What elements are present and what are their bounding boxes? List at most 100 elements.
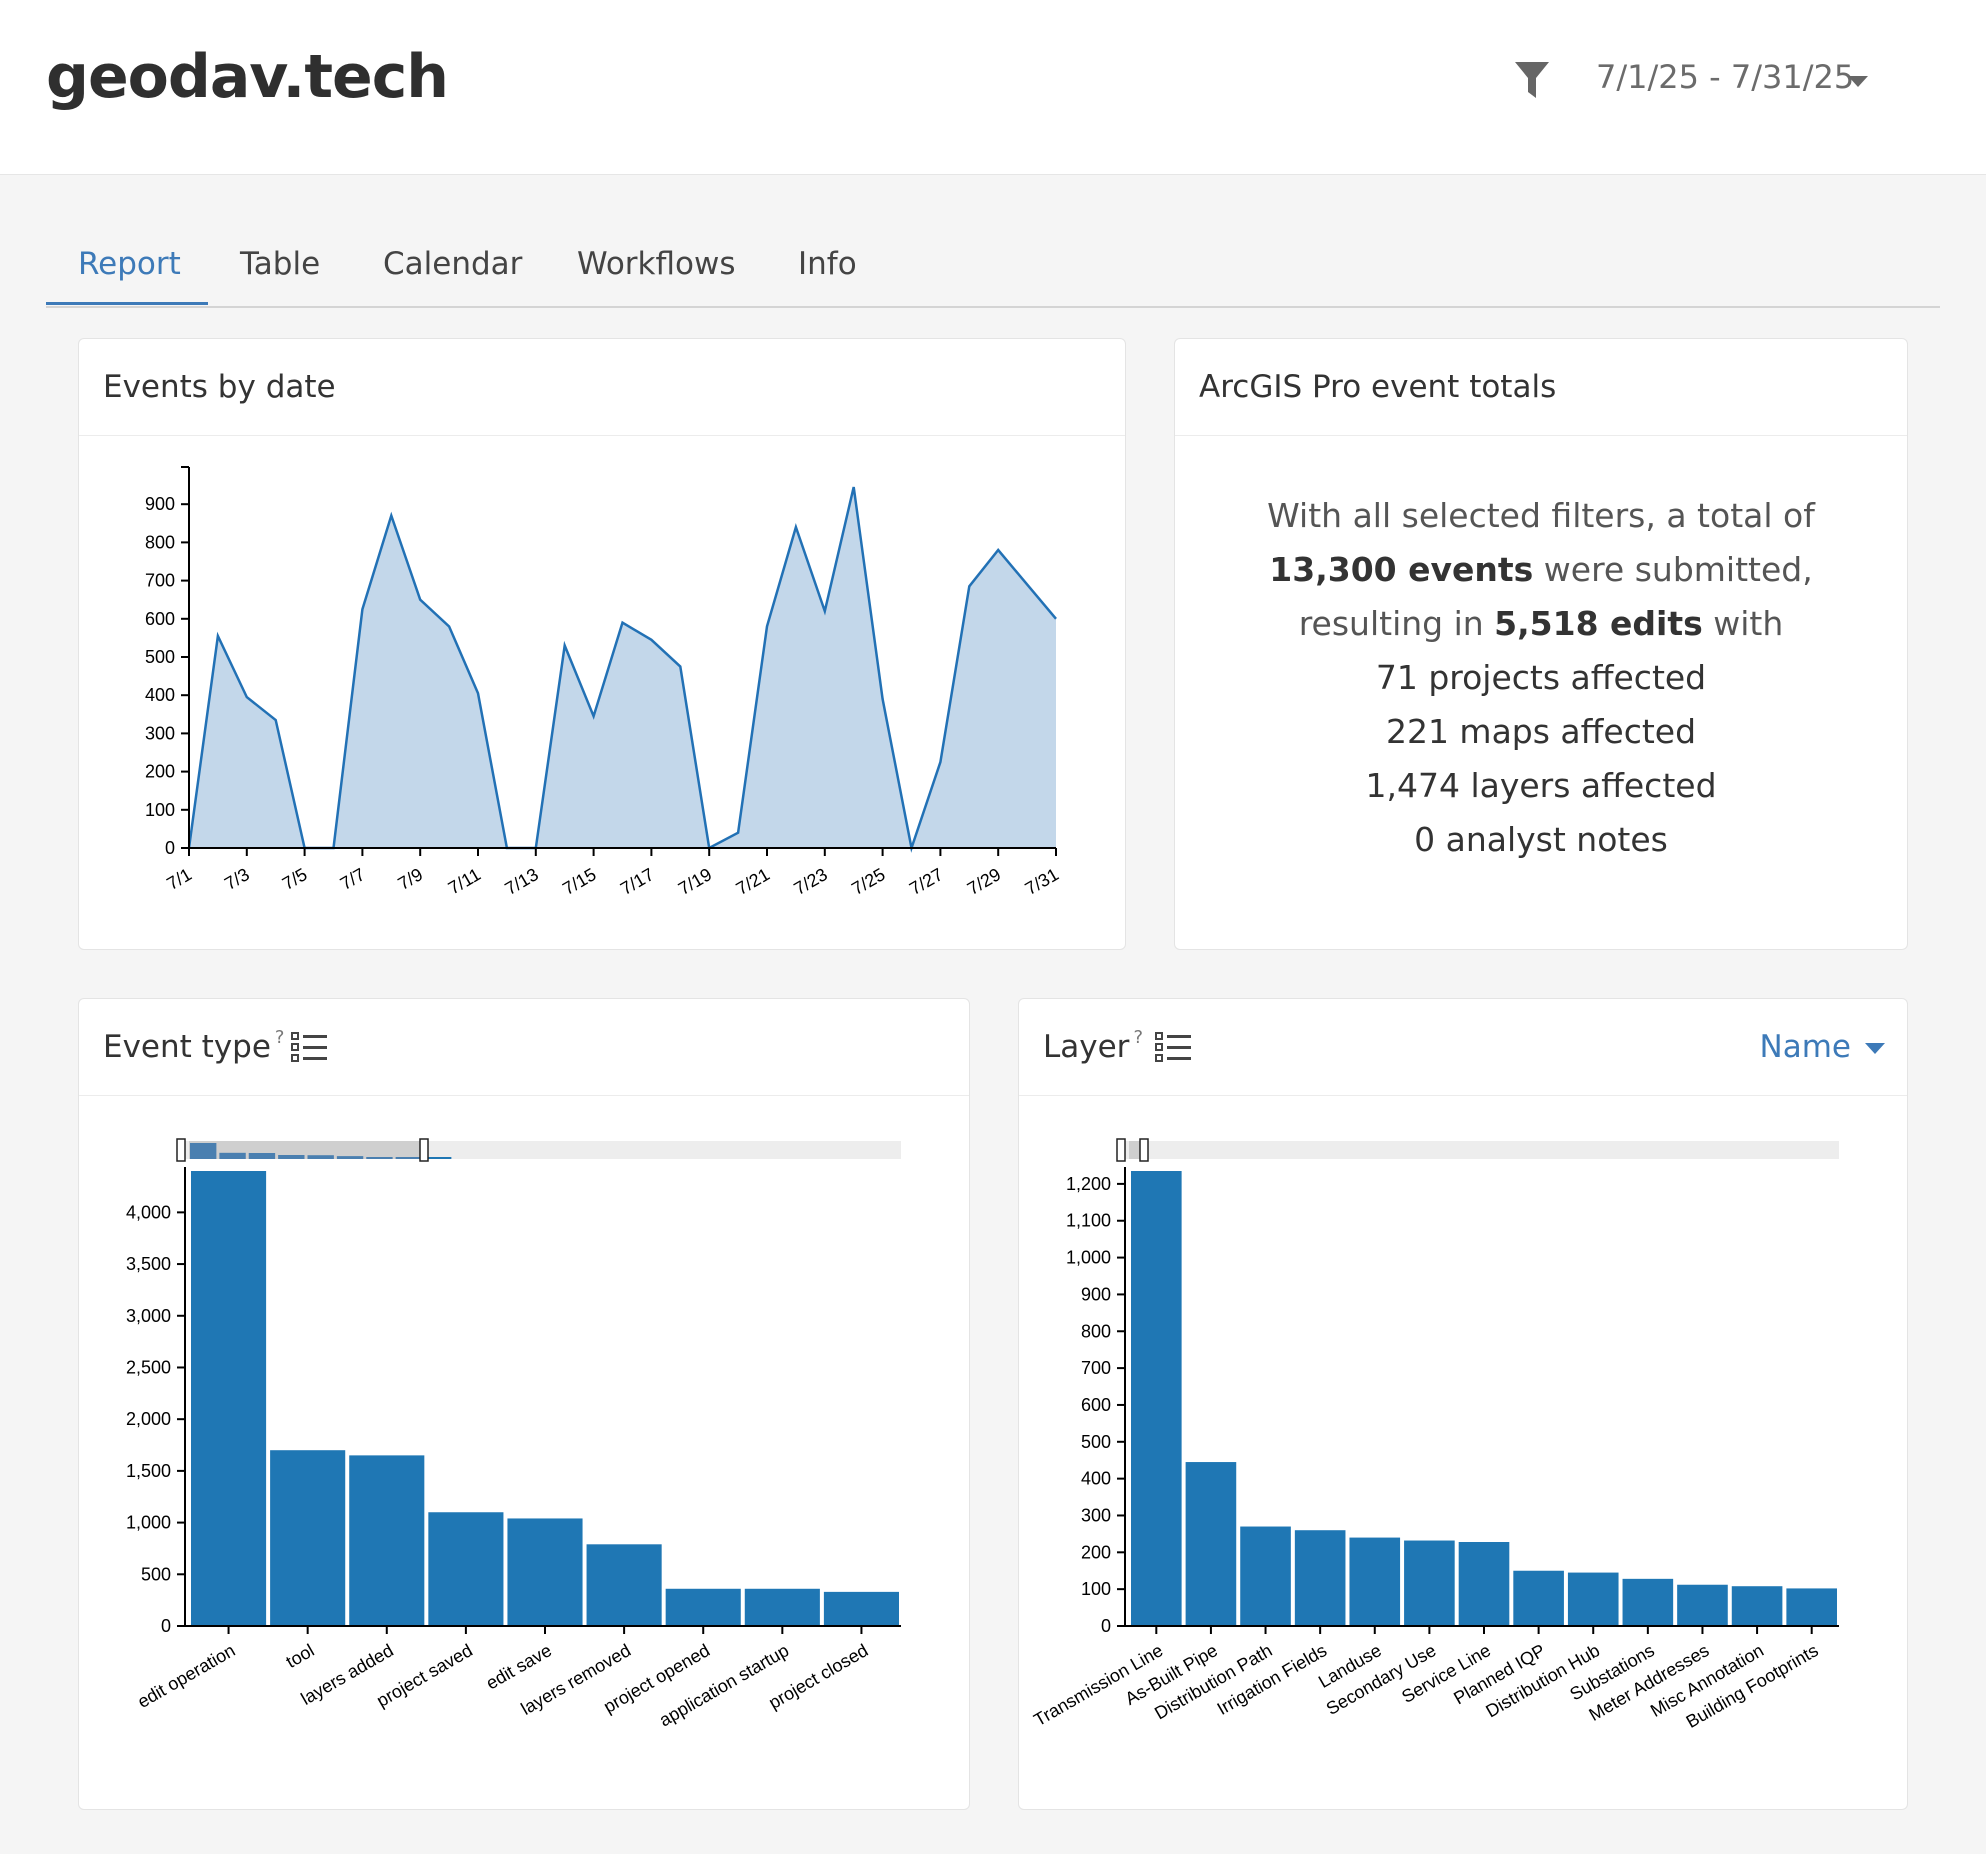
bar	[191, 1171, 267, 1626]
y-tick-label: 2,000	[126, 1409, 171, 1429]
y-tick-label: 3,500	[126, 1254, 171, 1274]
brush-track	[1121, 1141, 1839, 1159]
brand-logo[interactable]: geodav.tech	[46, 42, 449, 112]
projects-affected: 71 projects affected	[1375, 658, 1707, 697]
x-tick-label: 7/15	[559, 864, 599, 899]
analyst-notes: 0 analyst notes	[1414, 820, 1668, 859]
y-tick-label: 400	[1081, 1469, 1111, 1489]
x-tick-label: 7/13	[501, 864, 541, 899]
bar	[665, 1588, 741, 1626]
card-header: Event type?	[79, 999, 969, 1096]
x-tick-label: 7/7	[337, 864, 369, 894]
y-tick-label: 0	[165, 838, 175, 858]
events-count: 13,300 events	[1269, 550, 1534, 589]
y-tick-label: 0	[161, 1616, 171, 1636]
list-icon[interactable]	[291, 1031, 329, 1063]
filter-icon[interactable]	[1514, 60, 1550, 100]
brush-mini-bar	[366, 1157, 393, 1159]
bar	[1458, 1542, 1510, 1626]
y-tick-label: 600	[1081, 1395, 1111, 1415]
tab-report[interactable]: Report	[78, 246, 181, 282]
chevron-down-icon	[1865, 1043, 1885, 1054]
y-tick-label: 1,000	[126, 1513, 171, 1533]
y-tick-label: 3,000	[126, 1306, 171, 1326]
card-title: ArcGIS Pro event totals	[1199, 369, 1557, 405]
totals-summary: With all selected filters, a total of 13…	[1175, 489, 1907, 867]
bar	[428, 1512, 504, 1626]
bar	[1677, 1584, 1728, 1626]
tab-info[interactable]: Info	[798, 246, 857, 282]
y-tick-label: 1,200	[1066, 1174, 1111, 1194]
maps-affected: 221 maps affected	[1385, 712, 1697, 751]
x-tick-label: 7/29	[964, 864, 1004, 899]
brush-mini-bar	[219, 1152, 246, 1159]
layer-card: Layer? Name 0 100 200 300 400 500 600 700 800 900…	[1018, 998, 1908, 1810]
layer-chart: 0 100 200 300 400 500 600 700 800 900 1,000 1,100 1,…	[1030, 1138, 1839, 1732]
totals-edits-line: resulting in 5,518 edits with	[1175, 597, 1907, 651]
tab-table[interactable]: Table	[240, 246, 321, 282]
top-header: geodav.tech 7/1/25 - 7/31/25	[0, 0, 1986, 175]
brush-mini-bar	[190, 1143, 217, 1159]
bar	[1240, 1526, 1291, 1626]
totals-intro: With all selected filters, a total of	[1267, 496, 1815, 535]
y-tick-label: 100	[1081, 1579, 1111, 1599]
x-tick-label: 7/27	[906, 864, 946, 899]
y-tick-label: 900	[145, 494, 175, 514]
x-tick-label: 7/19	[675, 864, 715, 899]
edits-prefix: resulting in	[1298, 604, 1495, 643]
active-tab-indicator	[46, 302, 208, 305]
bar	[1294, 1530, 1346, 1626]
x-tick-label: 7/31	[1022, 864, 1062, 899]
tab-calendar[interactable]: Calendar	[383, 246, 523, 282]
x-tick-label: application startup	[656, 1640, 793, 1730]
brush-handle	[176, 1138, 186, 1162]
sort-label: Name	[1759, 1029, 1851, 1065]
y-tick-label: 700	[1081, 1358, 1111, 1378]
brush-handle	[1139, 1138, 1149, 1162]
x-tick-label: edit operation	[134, 1640, 238, 1712]
y-tick-label: 500	[1081, 1432, 1111, 1452]
card-title-text: Event type	[103, 1029, 271, 1065]
y-tick-label: 100	[145, 800, 175, 820]
bar	[507, 1518, 583, 1626]
layers-affected: 1,474 layers affected	[1365, 766, 1717, 805]
help-icon[interactable]: ?	[1133, 1027, 1143, 1048]
y-tick-label: 700	[145, 571, 175, 591]
bar	[349, 1455, 425, 1626]
x-tick-label: 7/5	[279, 864, 311, 894]
y-tick-label: 400	[145, 685, 175, 705]
brush-mini-bar	[307, 1155, 334, 1159]
tab-workflows[interactable]: Workflows	[577, 246, 736, 282]
card-title: Events by date	[103, 369, 336, 405]
x-tick-label: tool	[283, 1640, 318, 1672]
brush-handle	[1116, 1138, 1126, 1162]
card-title: Layer?	[1043, 1027, 1143, 1065]
area-fill	[189, 487, 1056, 848]
bar	[823, 1591, 899, 1626]
sort-dropdown[interactable]: Name	[1760, 1029, 1885, 1065]
card-header: Events by date	[79, 339, 1125, 436]
help-icon[interactable]: ?	[274, 1027, 285, 1048]
bar	[1404, 1540, 1455, 1626]
y-tick-label: 300	[1081, 1505, 1111, 1525]
brush-mini-bar	[395, 1157, 422, 1159]
date-range-dropdown[interactable]: 7/1/25 - 7/31/25	[1596, 58, 1855, 96]
chevron-down-icon[interactable]	[1848, 76, 1868, 88]
y-tick-label: 2,500	[126, 1357, 171, 1377]
card-title: Event type?	[103, 1027, 285, 1065]
y-tick-label: 500	[145, 647, 175, 667]
brush-selection	[189, 1141, 424, 1159]
y-tick-label: 200	[145, 762, 175, 782]
x-tick-label: 7/9	[395, 864, 427, 894]
y-tick-label: 1,000	[1066, 1248, 1111, 1268]
brush-mini-bar	[336, 1156, 364, 1159]
y-tick-label: 500	[141, 1564, 171, 1584]
brush-handle	[419, 1138, 429, 1162]
x-tick-label: 7/21	[733, 864, 773, 899]
list-icon[interactable]	[1155, 1031, 1193, 1063]
x-tick-label: 7/17	[617, 864, 657, 899]
bar	[1349, 1537, 1401, 1626]
events-by-date-card: Events by date 0 100 200 300 400 500 600 700 800…	[78, 338, 1126, 950]
events-by-date-chart: 0 100 200 300 400 500 600 700 800 900 7/1 7/3 7/5 7/7…	[145, 466, 1062, 899]
bar	[586, 1544, 662, 1626]
